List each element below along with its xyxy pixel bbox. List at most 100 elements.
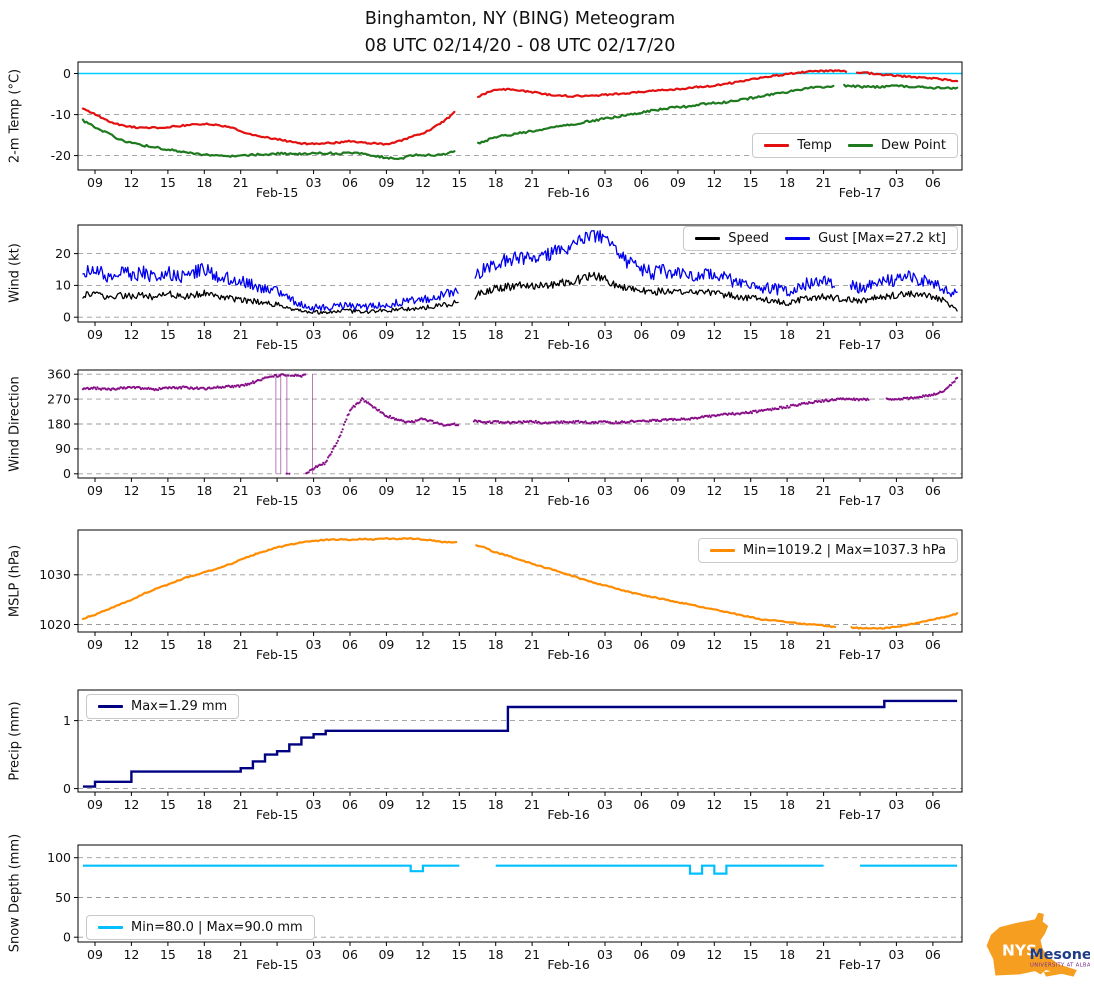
svg-text:03: 03 [888, 483, 904, 498]
svg-text:21: 21 [816, 797, 832, 812]
svg-text:06: 06 [342, 797, 358, 812]
svg-text:0: 0 [63, 310, 71, 325]
legend-entry-mslp: Min=1019.2 | Max=1037.3 hPa [710, 543, 946, 558]
svg-text:12: 12 [123, 947, 139, 962]
svg-text:0: 0 [63, 466, 71, 481]
svg-text:15: 15 [451, 797, 467, 812]
svg-text:12: 12 [706, 483, 722, 498]
svg-text:06: 06 [925, 947, 941, 962]
svg-text:Feb-16: Feb-16 [547, 493, 590, 508]
ylabel-wind: Wind (kt) [7, 243, 23, 303]
svg-text:21: 21 [816, 327, 832, 342]
svg-text:18: 18 [196, 947, 212, 962]
svg-text:03: 03 [597, 175, 613, 190]
svg-text:Feb-16: Feb-16 [547, 807, 590, 822]
svg-text:21: 21 [233, 947, 249, 962]
temp-line-swatch [764, 144, 790, 147]
svg-text:15: 15 [743, 797, 759, 812]
svg-text:03: 03 [306, 327, 322, 342]
svg-text:06: 06 [342, 483, 358, 498]
svg-text:Feb-17: Feb-17 [839, 493, 882, 508]
svg-text:09: 09 [378, 797, 394, 812]
svg-text:15: 15 [451, 327, 467, 342]
svg-text:18: 18 [488, 797, 504, 812]
precip-legend: Max=1.29 mm [86, 694, 240, 719]
svg-text:09: 09 [670, 797, 686, 812]
svg-text:06: 06 [925, 175, 941, 190]
svg-text:18: 18 [196, 175, 212, 190]
panel-1: 20 10 0 09 12 15 18 21 Feb-15 03 06 09 12 15 18 21 Feb-1… [55, 224, 963, 352]
svg-text:18: 18 [488, 637, 504, 652]
legend-label-precip: Max=1.29 mm [131, 699, 228, 714]
svg-text:21: 21 [233, 175, 249, 190]
svg-text:Feb-17: Feb-17 [839, 337, 882, 352]
svg-text:06: 06 [633, 327, 649, 342]
svg-text:09: 09 [378, 175, 394, 190]
logo-text-mesonet: Mesonet [1030, 947, 1091, 963]
svg-text:18: 18 [488, 483, 504, 498]
svg-text:09: 09 [670, 327, 686, 342]
svg-text:18: 18 [196, 637, 212, 652]
svg-text:270: 270 [47, 391, 71, 406]
panel-4: 1 0 09 12 15 18 21 Feb-15 03 06 09 12 15 18 21 Feb-16 03… [63, 689, 963, 822]
svg-text:15: 15 [743, 175, 759, 190]
svg-text:06: 06 [342, 175, 358, 190]
svg-text:21: 21 [524, 327, 540, 342]
svg-text:10: 10 [55, 278, 71, 293]
svg-text:09: 09 [378, 947, 394, 962]
svg-text:12: 12 [123, 637, 139, 652]
svg-text:12: 12 [123, 175, 139, 190]
svg-text:21: 21 [524, 175, 540, 190]
svg-text:18: 18 [779, 947, 795, 962]
svg-text:09: 09 [87, 797, 103, 812]
chart-title: Binghamton, NY (BING) Meteogram 08 UTC 0… [78, 6, 962, 60]
svg-text:18: 18 [196, 797, 212, 812]
legend-entry-precip: Max=1.29 mm [98, 699, 227, 714]
svg-text:12: 12 [415, 947, 431, 962]
svg-text:09: 09 [87, 483, 103, 498]
svg-text:06: 06 [633, 175, 649, 190]
svg-text:Feb-17: Feb-17 [839, 807, 882, 822]
svg-text:21: 21 [816, 175, 832, 190]
svg-text:90: 90 [55, 441, 71, 456]
svg-text:03: 03 [597, 483, 613, 498]
svg-text:03: 03 [306, 483, 322, 498]
svg-text:15: 15 [743, 327, 759, 342]
svg-text:-10: -10 [51, 107, 71, 122]
svg-text:03: 03 [306, 175, 322, 190]
svg-text:12: 12 [706, 947, 722, 962]
long-island-shape [1043, 968, 1071, 977]
legend-label-dew-point: Dew Point [880, 138, 946, 153]
svg-text:09: 09 [670, 947, 686, 962]
svg-text:Feb-17: Feb-17 [839, 185, 882, 200]
panel-5: 100 50 0 09 12 15 18 21 Feb-15 03 06 09 12 15 18 21 Feb-… [47, 844, 963, 972]
svg-text:15: 15 [451, 175, 467, 190]
svg-text:12: 12 [706, 175, 722, 190]
panel-0: 0 -10 -20 09 12 15 18 21 Feb-15 03 06 09 12 15 18 21 Feb… [51, 61, 963, 200]
svg-text:18: 18 [779, 175, 795, 190]
svg-text:09: 09 [87, 327, 103, 342]
svg-text:Feb-15: Feb-15 [256, 185, 299, 200]
precip-line-swatch [98, 705, 123, 708]
svg-text:15: 15 [743, 483, 759, 498]
svg-text:1030: 1030 [39, 567, 71, 582]
legend-entry-dew-point: Dew Point [847, 138, 946, 153]
svg-text:15: 15 [743, 947, 759, 962]
svg-text:09: 09 [87, 637, 103, 652]
svg-text:15: 15 [743, 637, 759, 652]
svg-text:06: 06 [925, 637, 941, 652]
svg-text:09: 09 [87, 947, 103, 962]
svg-text:12: 12 [123, 797, 139, 812]
svg-text:06: 06 [342, 637, 358, 652]
panel-2: 360 270 180 90 0 09 12 15 18 21 Feb-15 03 06 09 12 15 18… [47, 367, 963, 508]
svg-text:-20: -20 [51, 148, 71, 163]
svg-text:03: 03 [597, 637, 613, 652]
svg-text:06: 06 [342, 947, 358, 962]
svg-text:18: 18 [488, 947, 504, 962]
svg-text:15: 15 [160, 483, 176, 498]
svg-text:21: 21 [524, 797, 540, 812]
svg-text:Feb-17: Feb-17 [839, 647, 882, 662]
mslp-legend: Min=1019.2 | Max=1037.3 hPa [698, 538, 958, 563]
snow-depth-legend: Min=80.0 | Max=90.0 mm [86, 915, 315, 940]
